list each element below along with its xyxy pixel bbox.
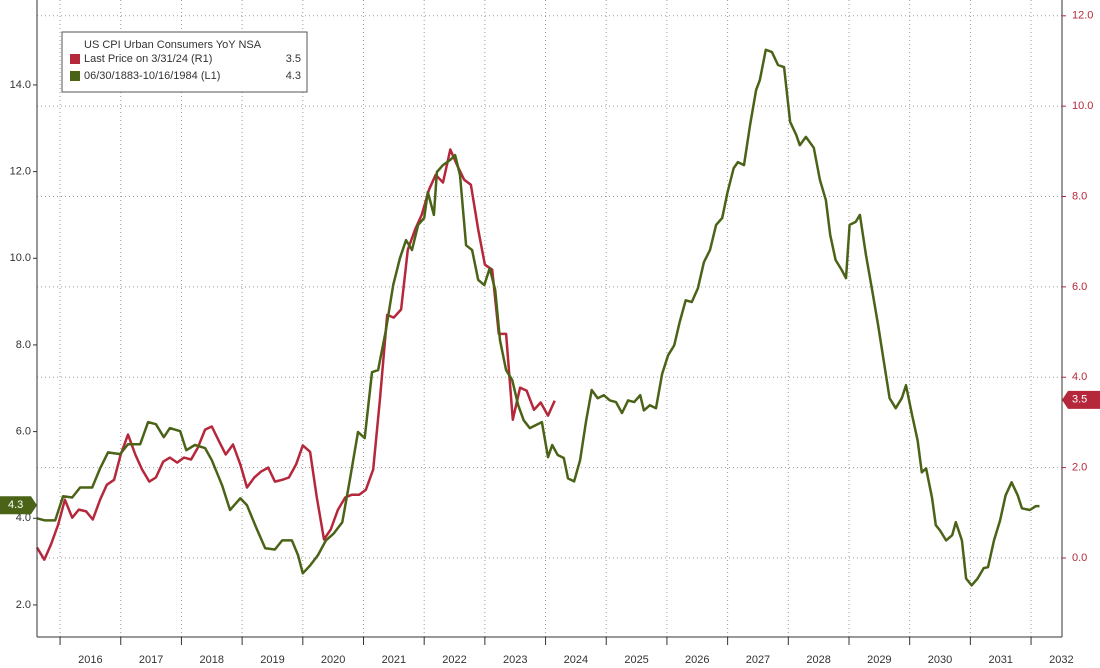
legend-swatch [70,54,80,64]
lines [35,48,1040,587]
x-tick-label: 2021 [382,654,406,666]
x-tick-label: 2022 [442,654,466,666]
x-tick-label: 2016 [78,654,102,666]
x-tick-label: 2028 [806,654,830,666]
x-tick-label: 2029 [867,654,891,666]
legend-label: 06/30/1883-10/16/1984 (L1) [84,70,220,82]
y-tick-label: 6.0 [16,426,31,438]
x-tick-label: 2018 [200,654,224,666]
legend-box [61,31,308,93]
x-tick-label: 2031 [988,654,1012,666]
legend-value: 4.3 [286,70,301,82]
y2-tick-label: 12.0 [1072,10,1093,22]
y-tick-label: 4.0 [16,512,31,524]
legend-swatch [70,71,80,81]
legend-value: 3.5 [286,53,301,65]
last-value-badge [1062,390,1100,409]
y2-tick-label: 6.0 [1072,281,1087,293]
x-tick-label: 2032 [1049,654,1073,666]
x-tick-label: 2020 [321,654,345,666]
y2-tick-label: 8.0 [1072,190,1087,202]
legend-title: US CPI Urban Consumers YoY NSA [84,39,262,51]
y2-tick-label: 2.0 [1072,461,1087,473]
last-value-label: 3.5 [1072,394,1087,406]
axes: 2016 2017 2018 2019 2020 2021 2022 2023 2024 2025… [0,10,1100,666]
y-tick-label: 10.0 [10,252,31,264]
x-tick-label: 2026 [685,654,709,666]
x-tick-label: 2019 [260,654,284,666]
y-tick-label: 12.0 [10,166,31,178]
series-line [36,48,1040,587]
x-tick-label: 2027 [746,654,770,666]
x-tick-label: 2025 [624,654,648,666]
last-value-label: 4.3 [8,499,23,511]
y-tick-label: 2.0 [16,599,31,611]
x-tick-label: 2023 [503,654,527,666]
y2-tick-label: 10.0 [1072,100,1093,112]
x-tick-label: 2024 [564,654,588,666]
x-tick-label: 2030 [928,654,952,666]
y-tick-label: 14.0 [10,79,31,91]
y2-tick-label: 4.0 [1072,371,1087,383]
x-tick-label: 2017 [139,654,163,666]
series-line [35,148,556,561]
y-tick-label: 8.0 [16,339,31,351]
legend: US CPI Urban Consumers YoY NSA Last Pric… [61,31,308,93]
last-value-badge [0,496,37,515]
grid [37,0,1062,637]
y2-tick-label: 0.0 [1072,552,1087,564]
legend-label: Last Price on 3/31/24 (R1) [84,53,212,65]
